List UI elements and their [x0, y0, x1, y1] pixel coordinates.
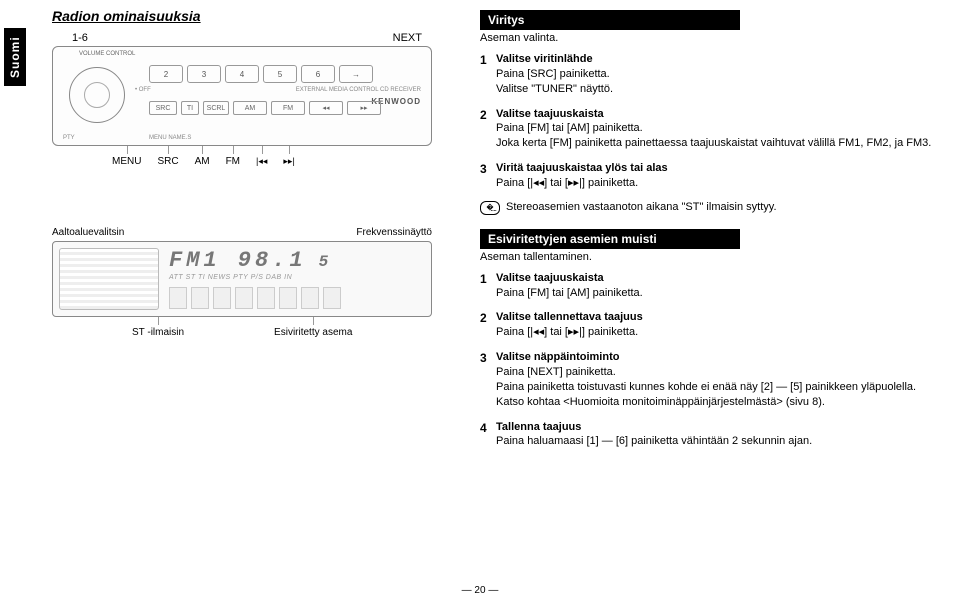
callout-menu: MENU — [112, 156, 141, 167]
indicator-row: ATT ST TI NEWS PTY P/S DAB IN — [169, 274, 425, 281]
heading-preset-memory: Esiviritettyjen asemien muisti — [480, 229, 740, 249]
caption-freq-display: Frekvenssinäyttö — [356, 227, 432, 238]
radio-callout-labels: MENU SRC AM FM |◂◂ ▸▸| — [112, 156, 460, 167]
page-number: — 20 — — [462, 585, 499, 596]
caption-st-indicator: ST -ilmaisin — [132, 327, 184, 338]
sub-preset-memory: Aseman tallentaminen. — [480, 251, 936, 263]
preset-btn-6: 6 — [301, 65, 335, 83]
freq-readout: FM1 98.1 — [169, 248, 307, 273]
note-row: �⵿ Stereoasemien vastaanoton aikana "ST"… — [480, 201, 936, 215]
pty-label: PTY — [63, 135, 75, 141]
seg-block — [235, 287, 253, 309]
rew-btn: ◂◂ — [309, 101, 343, 115]
step-2-3: 3 Valitse näppäintoiminto Paina [NEXT] p… — [480, 350, 936, 409]
step-line: Paina [|◂◂] tai [▸▸|] painiketta. — [496, 177, 638, 189]
preset-btn-4: 4 — [225, 65, 259, 83]
label-1-6: 1-6 — [72, 32, 88, 44]
callout-fm: FM — [226, 156, 240, 167]
step-2-4: 4 Tallenna taajuus Paina haluamaasi [1] … — [480, 420, 936, 450]
seg-block — [169, 287, 187, 309]
seg-block — [279, 287, 297, 309]
volume-label: VOLUME CONTROL — [79, 51, 135, 57]
language-tab: Suomi — [4, 28, 26, 86]
external-media-label: EXTERNAL MEDIA CONTROL CD RECEIVER — [296, 87, 421, 93]
step-bold: Valitse viritinlähde — [496, 53, 593, 65]
display-diagram: Aaltoaluevalitsin Frekvenssinäyttö FM1 9… — [52, 227, 460, 338]
seg-block — [301, 287, 319, 309]
radio-faceplate: VOLUME CONTROL 2 3 4 5 6 → • OFF EXTERNA… — [52, 46, 432, 146]
step-num: 1 — [480, 52, 487, 68]
seg-block — [191, 287, 209, 309]
preset-button-row: 2 3 4 5 6 → — [149, 65, 373, 83]
menu-names-label: MENU NAME.S — [149, 135, 191, 141]
lcd-display: FM1 98.1 5 ATT ST TI NEWS PTY P/S DAB IN — [52, 241, 432, 317]
seg-block — [257, 287, 275, 309]
preset-btn-2: 2 — [149, 65, 183, 83]
fm-btn: FM — [271, 101, 305, 115]
step-bold: Tallenna taajuus — [496, 421, 581, 433]
step-bold: Valitse näppäintoiminto — [496, 351, 619, 363]
step-line: Paina [NEXT] painiketta. — [496, 366, 616, 378]
lower-button-row: SRC TI SCRL AM FM ◂◂ ▸▸ — [149, 101, 381, 115]
volume-knob — [69, 67, 125, 123]
preset-number: 5 — [319, 253, 333, 271]
step-1-3: 3 Viritä taajuuskaistaa ylös tai alas Pa… — [480, 161, 936, 191]
step-line: Valitse "TUNER" näyttö. — [496, 83, 613, 95]
caption-preset-station: Esiviritetty asema — [274, 327, 352, 338]
step-line: Katso kohtaa <Huomioita monitoiminäppäin… — [496, 396, 825, 408]
step-line: Paina haluamaasi [1] — [6] painiketta vä… — [496, 435, 812, 447]
label-next: NEXT — [393, 32, 422, 44]
fwd-btn: ▸▸ — [347, 101, 381, 115]
step-line: Paina painiketta toistuvasti kunnes kohd… — [496, 381, 916, 393]
scrl-btn: SCRL — [203, 101, 229, 115]
am-btn: AM — [233, 101, 267, 115]
step-bold: Valitse tallennettava taajuus — [496, 311, 643, 323]
note-text: Stereoasemien vastaanoton aikana "ST" il… — [506, 201, 777, 213]
step-bold: Valitse taajuuskaista — [496, 272, 604, 284]
src-btn: SRC — [149, 101, 177, 115]
callout-fwd: ▸▸| — [283, 156, 294, 167]
step-line: Paina [|◂◂] tai [▸▸|] painiketta. — [496, 326, 638, 338]
step-1-1: 1 Valitse viritinlähde Paina [SRC] paini… — [480, 52, 936, 97]
section-title: Radion ominaisuuksia — [52, 8, 460, 24]
preset-btn-3: 3 — [187, 65, 221, 83]
seg-placeholder-row — [169, 287, 425, 309]
next-btn: → — [339, 65, 373, 83]
callout-rew: |◂◂ — [256, 156, 267, 167]
callout-am: AM — [195, 156, 210, 167]
step-bold: Valitse taajuuskaista — [496, 108, 604, 120]
heading-viritys: Viritys — [480, 10, 740, 30]
caption-band-selector: Aaltoaluevalitsin — [52, 227, 124, 238]
step-num: 2 — [480, 107, 487, 123]
step-num: 2 — [480, 310, 487, 326]
step-num: 4 — [480, 420, 487, 436]
step-2-2: 2 Valitse tallennettava taajuus Paina [|… — [480, 310, 936, 340]
note-icon: �⵿ — [480, 201, 500, 215]
step-1-2: 2 Valitse taajuuskaista Paina [FM] tai [… — [480, 107, 936, 152]
radio-diagram: 1-6 NEXT VOLUME CONTROL 2 3 4 5 6 → • OF… — [52, 32, 460, 167]
preset-btn-5: 5 — [263, 65, 297, 83]
step-num: 1 — [480, 271, 487, 287]
step-line: Paina [FM] tai [AM] painiketta. — [496, 287, 643, 299]
ti-btn: TI — [181, 101, 199, 115]
step-line: Joka kerta [FM] painiketta painettaessa … — [496, 137, 931, 149]
step-2-1: 1 Valitse taajuuskaista Paina [FM] tai [… — [480, 271, 936, 301]
callout-src: SRC — [157, 156, 178, 167]
seg-block — [213, 287, 231, 309]
step-line: Paina [FM] tai [AM] painiketta. — [496, 122, 643, 134]
indicator-text: ATT ST TI NEWS PTY P/S DAB IN — [169, 274, 292, 281]
seg-block — [323, 287, 341, 309]
step-num: 3 — [480, 161, 487, 177]
spectrum-graphic — [59, 248, 159, 310]
off-label: • OFF — [135, 87, 151, 93]
step-bold: Viritä taajuuskaistaa ylös tai alas — [496, 162, 668, 174]
step-line: Paina [SRC] painiketta. — [496, 68, 610, 80]
sub-viritys: Aseman valinta. — [480, 32, 936, 44]
step-num: 3 — [480, 350, 487, 366]
